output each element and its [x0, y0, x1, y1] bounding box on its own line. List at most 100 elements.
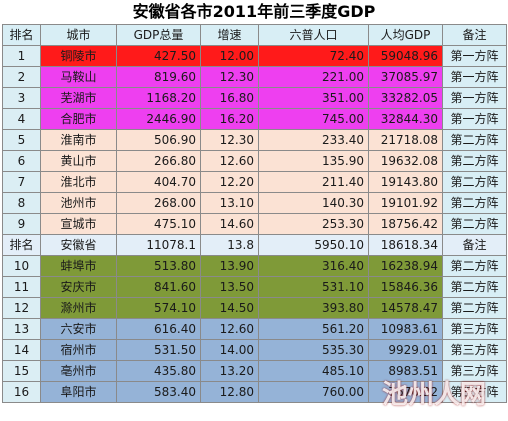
table-row-gdp-per-capita-cell: 19101.92: [368, 192, 443, 214]
table-row: 2 马鞍山 819.60 12.30 221.00 37085.97 第一方阵: [2, 66, 507, 88]
province-row-city-cell: 安徽省: [40, 234, 117, 256]
table-row-growth-cell: 12.60: [200, 150, 259, 172]
table-row-gdp-cell: 583.40: [116, 381, 201, 403]
table-row-gdp-per-capita-cell: 59048.96: [368, 45, 443, 67]
table-row-city-cell: 芜湖市: [40, 87, 117, 109]
table-row-gdp-per-capita-cell: 37085.97: [368, 66, 443, 88]
table-row-gdp-cell: 435.80: [116, 360, 201, 382]
table-row-tier-cell: 第二方阵: [442, 129, 507, 151]
table-row-population-cell: 485.10: [258, 360, 369, 382]
table-row-tier-cell: 第二方阵: [442, 297, 507, 319]
table-row-tier-cell: 第二方阵: [442, 171, 507, 193]
table-row-city-cell: 亳州市: [40, 360, 117, 382]
table-row-city-cell: 马鞍山: [40, 66, 117, 88]
table-row-gdp-cell: 574.10: [116, 297, 201, 319]
table-row: 11 安庆市 841.60 13.50 531.10 15846.36 第二方阵: [2, 276, 507, 298]
table-row-gdp-per-capita-cell: 33282.05: [368, 87, 443, 109]
table-row: 5 淮南市 506.90 12.30 233.40 21718.08 第二方阵: [2, 129, 507, 151]
table-row: 1 铜陵市 427.50 12.00 72.40 59048.96 第一方阵: [2, 45, 507, 67]
table-row-population-cell: 233.40: [258, 129, 369, 151]
header-row-rank-cell: 排名: [2, 24, 41, 46]
table-row-gdp-per-capita-cell: 32844.30: [368, 108, 443, 130]
table-row-tier-cell: 第三方阵: [442, 318, 507, 340]
table-row-rank-cell: 11: [2, 276, 41, 298]
table-row-gdp-per-capita-cell: 8983.51: [368, 360, 443, 382]
table-row-gdp-per-capita-cell: 18756.42: [368, 213, 443, 235]
table-row-population-cell: 140.30: [258, 192, 369, 214]
province-row-gdp-per-capita-cell: 18618.34: [368, 234, 443, 256]
table-row-gdp-cell: 531.50: [116, 339, 201, 361]
table-row: 3 芜湖市 1168.20 16.80 351.00 33282.05 第一方阵: [2, 87, 507, 109]
table-row-growth-cell: 13.20: [200, 360, 259, 382]
table-row-rank-cell: 4: [2, 108, 41, 130]
table-row-population-cell: 561.20: [258, 318, 369, 340]
header-row-population-cell: 六普人口: [258, 24, 369, 46]
table-row-city-cell: 六安市: [40, 318, 117, 340]
table-row-tier-cell: 第二方阵: [442, 255, 507, 277]
table-row-gdp-per-capita-cell: 7676.32: [368, 381, 443, 403]
table-row-gdp-cell: 266.80: [116, 150, 201, 172]
table-row-growth-cell: 12.60: [200, 318, 259, 340]
table-row-gdp-per-capita-cell: 19143.80: [368, 171, 443, 193]
table-row-growth-cell: 14.00: [200, 339, 259, 361]
table-row-city-cell: 合肥市: [40, 108, 117, 130]
table-row-gdp-per-capita-cell: 19632.08: [368, 150, 443, 172]
table-row-growth-cell: 12.30: [200, 66, 259, 88]
table-row-growth-cell: 14.50: [200, 297, 259, 319]
table-row-population-cell: 745.00: [258, 108, 369, 130]
table-row-tier-cell: 第三方阵: [442, 339, 507, 361]
table-row-city-cell: 宿州市: [40, 339, 117, 361]
table-row-tier-cell: 第二方阵: [442, 192, 507, 214]
table-row: 9 宣城市 475.10 14.60 253.30 18756.42 第二方阵: [2, 213, 507, 235]
table-row-tier-cell: 第二方阵: [442, 213, 507, 235]
province-row: 排名 安徽省 11078.1 13.8 5950.10 18618.34 备注: [2, 234, 507, 256]
table-row: 16 阜阳市 583.40 12.80 760.00 7676.32 第三方阵: [2, 381, 507, 403]
gdp-table: 排名 城市 GDP总量 增速 六普人口 人均GDP 备注 1 铜陵市 427.50 12.00 72.…: [2, 24, 507, 403]
table-row-city-cell: 黄山市: [40, 150, 117, 172]
table-row-population-cell: 72.40: [258, 45, 369, 67]
table-row-rank-cell: 10: [2, 255, 41, 277]
table-row-gdp-cell: 2446.90: [116, 108, 201, 130]
table-row-growth-cell: 12.30: [200, 129, 259, 151]
header-row-gdp-cell: GDP总量: [116, 24, 201, 46]
table-row-rank-cell: 6: [2, 150, 41, 172]
table-row-gdp-per-capita-cell: 16238.94: [368, 255, 443, 277]
table-row: 14 宿州市 531.50 14.00 535.30 9929.01 第三方阵: [2, 339, 507, 361]
table-row: 10 蚌埠市 513.80 13.90 316.40 16238.94 第二方阵: [2, 255, 507, 277]
table-row-growth-cell: 13.50: [200, 276, 259, 298]
table-row-gdp-per-capita-cell: 9929.01: [368, 339, 443, 361]
table-row-city-cell: 阜阳市: [40, 381, 117, 403]
table-row-growth-cell: 14.60: [200, 213, 259, 235]
header-row-tier-cell: 备注: [442, 24, 507, 46]
table-row-tier-cell: 第二方阵: [442, 276, 507, 298]
table-row-population-cell: 211.40: [258, 171, 369, 193]
table-row: 6 黄山市 266.80 12.60 135.90 19632.08 第二方阵: [2, 150, 507, 172]
table-row-population-cell: 531.10: [258, 276, 369, 298]
table-row-rank-cell: 7: [2, 171, 41, 193]
province-row-gdp-cell: 11078.1: [116, 234, 201, 256]
table-row-gdp-per-capita-cell: 14578.47: [368, 297, 443, 319]
table-row: 13 六安市 616.40 12.60 561.20 10983.61 第三方阵: [2, 318, 507, 340]
province-row-growth-cell: 13.8: [200, 234, 259, 256]
table-row-tier-cell: 第一方阵: [442, 66, 507, 88]
table-row-rank-cell: 2: [2, 66, 41, 88]
table-row-tier-cell: 第一方阵: [442, 87, 507, 109]
header-row: 排名 城市 GDP总量 增速 六普人口 人均GDP 备注: [2, 24, 507, 46]
table-row-population-cell: 351.00: [258, 87, 369, 109]
table-row-city-cell: 宣城市: [40, 213, 117, 235]
table-row-rank-cell: 3: [2, 87, 41, 109]
table-row-gdp-cell: 404.70: [116, 171, 201, 193]
table-row-gdp-cell: 513.80: [116, 255, 201, 277]
table-row-growth-cell: 13.90: [200, 255, 259, 277]
table-row-population-cell: 253.30: [258, 213, 369, 235]
table-row-city-cell: 安庆市: [40, 276, 117, 298]
table-row-tier-cell: 第一方阵: [442, 45, 507, 67]
table-row-gdp-cell: 506.90: [116, 129, 201, 151]
table-row-tier-cell: 第三方阵: [442, 360, 507, 382]
table-row-rank-cell: 5: [2, 129, 41, 151]
watermark: 池州人网: [381, 380, 486, 410]
table-row-city-cell: 淮北市: [40, 171, 117, 193]
table-row-gdp-per-capita-cell: 21718.08: [368, 129, 443, 151]
header-row-growth-cell: 增速: [200, 24, 259, 46]
table-row-city-cell: 池州市: [40, 192, 117, 214]
